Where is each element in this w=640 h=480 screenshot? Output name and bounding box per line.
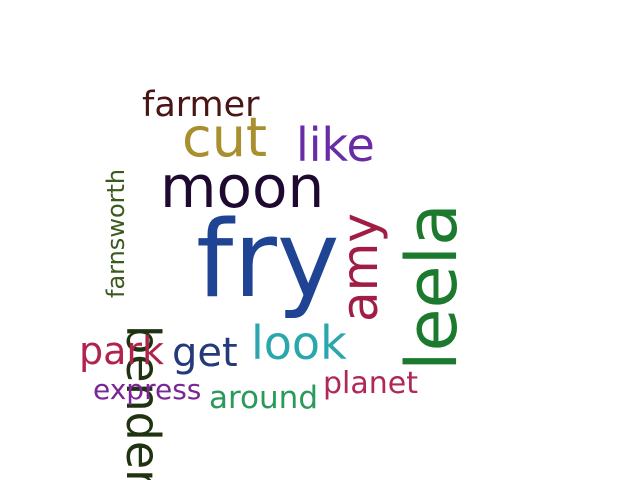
word-farmer: farmer xyxy=(142,85,260,125)
word-around: around xyxy=(209,380,318,416)
word-moon: moon xyxy=(160,153,324,221)
word-look: look xyxy=(251,316,347,370)
word-amy: amy xyxy=(331,213,389,322)
word-fry: fry xyxy=(196,198,340,321)
word-park: park xyxy=(79,329,164,373)
word-leela: leela xyxy=(391,203,473,371)
word-get: get xyxy=(172,330,238,376)
word-farnsworth: farnsworth xyxy=(102,169,130,298)
word-express: express xyxy=(93,373,201,406)
word-bender: bender xyxy=(116,325,170,480)
word-planet: planet xyxy=(323,366,418,401)
word-like: like xyxy=(296,118,375,172)
word-cut: cut xyxy=(182,106,267,169)
